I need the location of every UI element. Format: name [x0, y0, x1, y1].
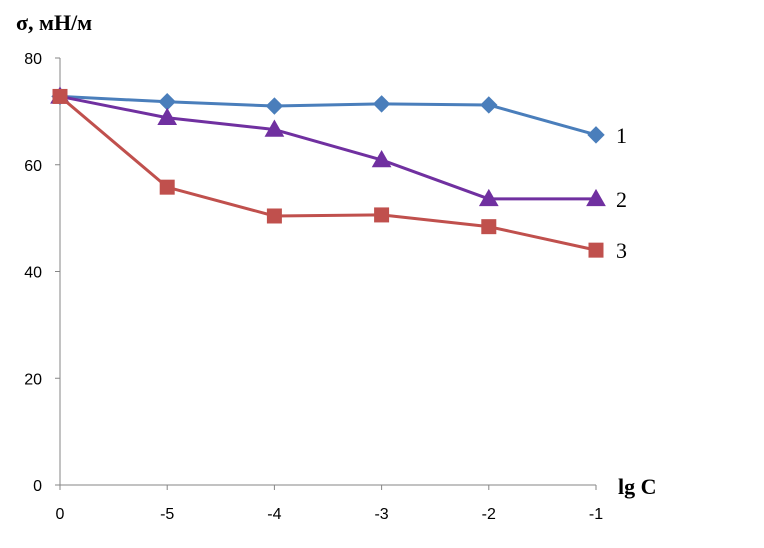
y-tick-label: 40 — [24, 265, 42, 282]
series-3: 3 — [52, 88, 627, 263]
square-marker — [266, 208, 282, 224]
diamond-marker — [158, 93, 176, 111]
triangle-marker — [371, 149, 392, 168]
diamond-marker — [480, 96, 498, 114]
x-tick-label: -5 — [160, 506, 174, 523]
series-line — [59, 95, 597, 252]
triangle-marker — [157, 107, 178, 126]
series-1: 1 — [51, 87, 627, 148]
square-marker — [374, 207, 390, 223]
axes: 0 20 40 60 80 0 -5 -4 -3 -2 -1 — [24, 51, 603, 523]
series-line — [59, 94, 597, 137]
triangle-marker — [264, 119, 285, 137]
series-layer: 1 2 3 — [50, 86, 627, 263]
y-tick-label: 0 — [33, 478, 42, 495]
series-line — [59, 94, 596, 201]
x-axis-title: lg C — [618, 474, 657, 499]
triangle-marker — [478, 188, 499, 207]
y-axis-title: σ, мН/м — [16, 10, 92, 35]
y-tick-label: 20 — [24, 371, 42, 388]
x-tick-label: 0 — [56, 506, 65, 523]
y-tick-label: 60 — [24, 158, 42, 175]
series-label: 3 — [616, 238, 627, 263]
x-tick-label: -4 — [267, 506, 281, 523]
square-marker — [159, 179, 175, 195]
diamond-marker — [265, 97, 284, 115]
square-marker — [481, 219, 497, 235]
x-tick-label: -3 — [374, 506, 388, 523]
series-label: 2 — [616, 187, 627, 212]
x-tick-label: -1 — [589, 506, 603, 523]
square-marker — [52, 88, 68, 104]
triangle-marker — [586, 188, 606, 207]
diamond-marker — [587, 126, 605, 144]
series-label: 1 — [616, 123, 627, 148]
y-tick-label: 80 — [24, 51, 42, 68]
square-marker — [588, 242, 604, 258]
diamond-marker — [372, 95, 391, 113]
x-tick-label: -2 — [482, 506, 496, 523]
